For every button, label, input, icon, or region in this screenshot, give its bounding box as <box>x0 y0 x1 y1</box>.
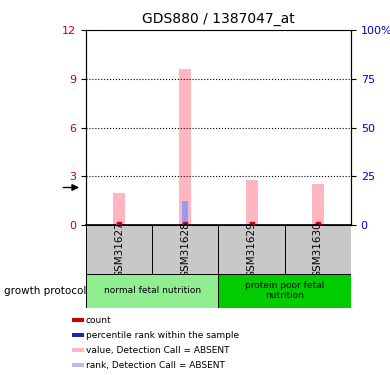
Bar <box>312 184 324 225</box>
Bar <box>182 201 188 225</box>
Bar <box>218 225 285 274</box>
Bar <box>86 225 152 274</box>
Text: GSM31628: GSM31628 <box>180 221 190 278</box>
Bar <box>179 69 191 225</box>
Text: percentile rank within the sample: percentile rank within the sample <box>86 331 239 340</box>
Bar <box>248 222 255 225</box>
Title: GDS880 / 1387047_at: GDS880 / 1387047_at <box>142 12 295 26</box>
Bar <box>72 363 84 368</box>
Bar <box>315 223 321 225</box>
Text: GSM31629: GSM31629 <box>246 221 257 278</box>
Text: rank, Detection Call = ABSENT: rank, Detection Call = ABSENT <box>86 361 225 370</box>
Bar <box>285 225 351 274</box>
Bar <box>113 192 125 225</box>
Bar <box>72 318 84 322</box>
Bar <box>152 225 218 274</box>
Bar <box>246 180 257 225</box>
Text: GSM31630: GSM31630 <box>313 221 323 278</box>
Bar <box>72 333 84 338</box>
Bar <box>72 348 84 352</box>
Bar <box>218 274 351 308</box>
Text: GSM31627: GSM31627 <box>114 221 124 278</box>
Bar <box>116 223 122 225</box>
Bar <box>86 274 218 308</box>
Text: value, Detection Call = ABSENT: value, Detection Call = ABSENT <box>86 346 229 355</box>
Text: count: count <box>86 316 112 325</box>
Text: normal fetal nutrition: normal fetal nutrition <box>103 286 201 295</box>
Text: protein poor fetal
nutrition: protein poor fetal nutrition <box>245 281 324 300</box>
Text: growth protocol: growth protocol <box>4 286 86 296</box>
